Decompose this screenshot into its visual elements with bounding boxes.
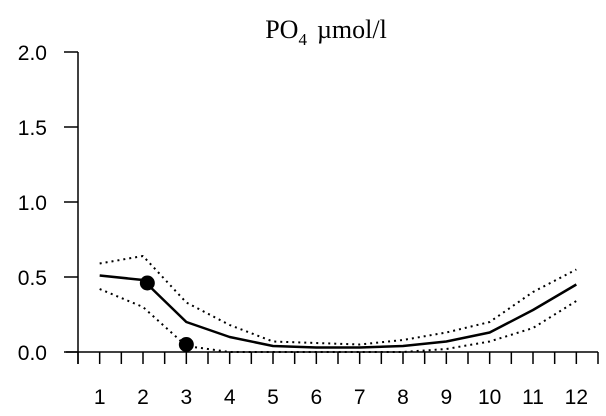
lower-bound-line <box>99 288 577 353</box>
x-tick-label: 9 <box>440 386 452 409</box>
y-tick-label: 1.0 <box>18 192 47 215</box>
y-tick-label: 0.5 <box>18 267 47 290</box>
y-tick-label: 2.0 <box>18 42 47 65</box>
x-tick-label: 7 <box>354 386 366 409</box>
x-tick-label: 11 <box>522 386 544 409</box>
x-tick-label: 3 <box>180 386 192 409</box>
y-axis: 0.0 0.5 1.0 1.5 2.0 <box>18 42 79 365</box>
data-point <box>178 337 194 352</box>
x-tick-label: 4 <box>224 386 236 409</box>
chart-title: PO4 µmol/l <box>265 15 387 49</box>
x-tick-label: 1 <box>94 386 106 409</box>
x-tick-label: 6 <box>310 386 322 409</box>
data-point <box>139 275 155 291</box>
title-main: PO <box>265 15 298 44</box>
y-tick-label: 1.5 <box>18 117 47 140</box>
x-tick-label: 5 <box>267 386 279 409</box>
x-axis: 1 2 3 4 5 6 7 8 9 10 11 12 <box>66 351 599 409</box>
mean-line <box>99 274 577 349</box>
x-tick-label: 2 <box>137 386 149 409</box>
title-subscript: 4 <box>298 30 307 49</box>
series-layer <box>99 255 577 353</box>
x-tick-label: 8 <box>397 386 409 409</box>
y-tick-label: 0.0 <box>18 342 47 365</box>
title-unit: µmol/l <box>317 15 387 44</box>
x-tick-label: 10 <box>478 386 501 409</box>
x-tick-label: 12 <box>565 386 588 409</box>
upper-bound-line <box>99 255 577 346</box>
